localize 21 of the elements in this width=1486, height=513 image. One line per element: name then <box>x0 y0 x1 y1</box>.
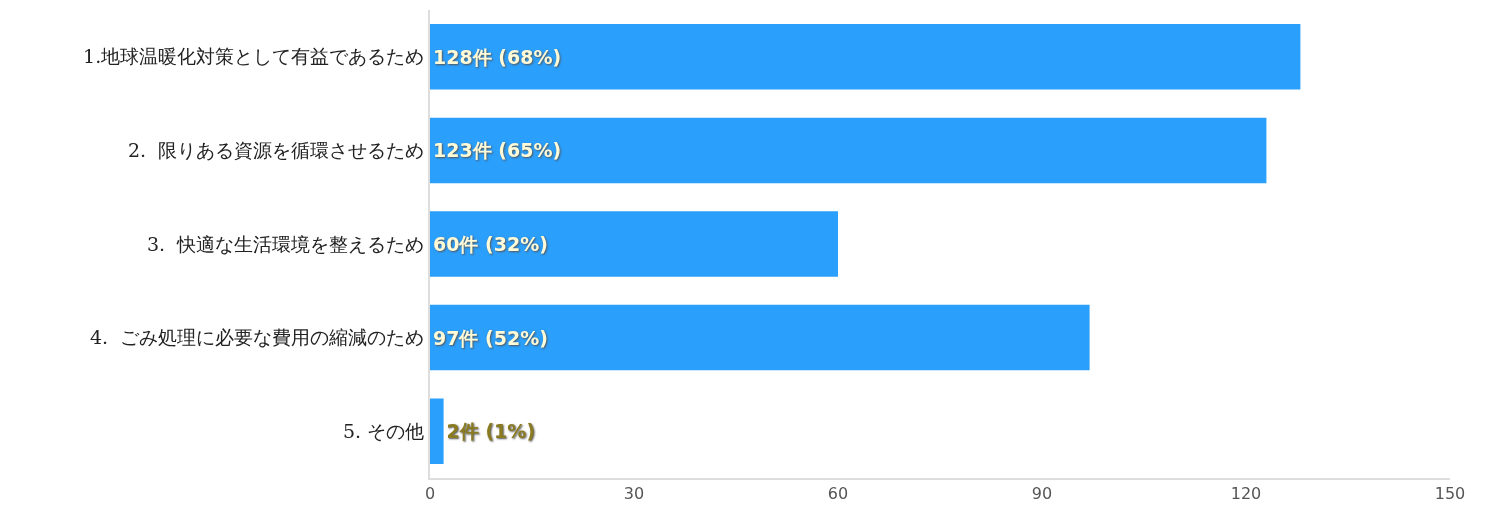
data-label: 97件 (52%) <box>433 326 548 349</box>
bar <box>430 117 1267 184</box>
x-tick-label: 150 <box>1434 484 1466 504</box>
y-tick-label: 5. その他 <box>343 419 425 442</box>
bar <box>430 304 1090 371</box>
y-tick-label: 4. ごみ処理に必要な費用の縮減のため <box>89 326 425 349</box>
x-tick-label: 0 <box>424 484 436 504</box>
y-tick-label: 3. 快適な生活環境を整えるため <box>146 232 425 255</box>
y-tick-label: 2. 限りある資源を循環させるため <box>127 139 425 162</box>
x-tick-label: 60 <box>827 484 849 504</box>
x-tick-label: 90 <box>1031 484 1053 504</box>
data-label: 2件 (1%) <box>446 420 536 443</box>
x-tick-label: 30 <box>623 484 645 504</box>
y-tick-label: 1.地球温暖化対策として有益であるため <box>83 45 425 68</box>
data-label: 60件 (32%) <box>433 233 548 255</box>
bar <box>430 398 444 464</box>
x-tick-label: 120 <box>1230 484 1262 504</box>
bar <box>430 211 838 277</box>
data-label: 123件 (65%) <box>433 139 562 162</box>
bar <box>430 24 1301 90</box>
data-label: 128件 (68%) <box>433 45 562 68</box>
